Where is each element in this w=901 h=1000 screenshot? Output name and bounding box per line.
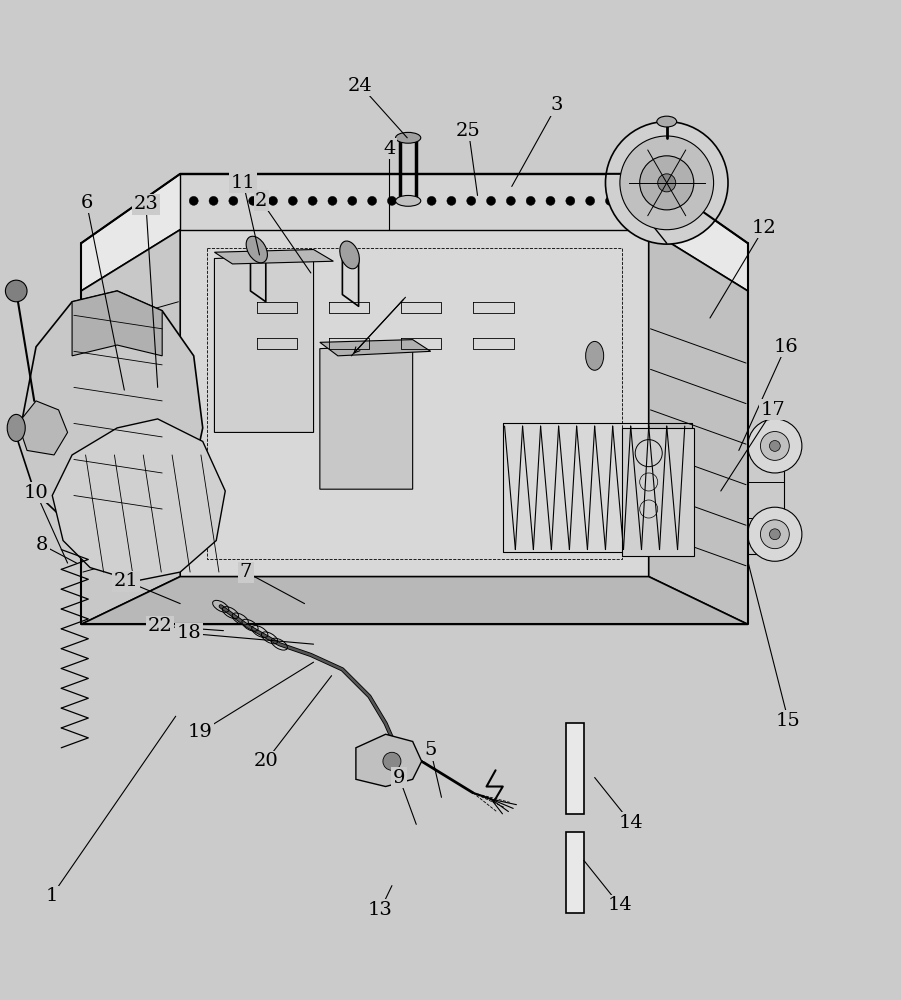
Polygon shape (18, 291, 203, 541)
Circle shape (427, 196, 436, 205)
Text: 5: 5 (424, 741, 437, 759)
Circle shape (760, 520, 789, 549)
Text: 14: 14 (618, 814, 643, 832)
Text: 1: 1 (45, 887, 58, 905)
Text: 21: 21 (114, 572, 139, 590)
Polygon shape (320, 340, 431, 356)
Circle shape (625, 196, 634, 205)
Ellipse shape (657, 116, 677, 127)
Circle shape (348, 196, 357, 205)
Polygon shape (81, 577, 748, 624)
Text: 16: 16 (773, 338, 798, 356)
Text: 17: 17 (760, 401, 786, 419)
Circle shape (658, 174, 676, 192)
Polygon shape (180, 174, 649, 230)
Circle shape (447, 196, 456, 205)
Text: 11: 11 (231, 174, 256, 192)
Text: 22: 22 (148, 617, 173, 635)
Text: 13: 13 (368, 901, 393, 919)
Circle shape (268, 196, 278, 205)
Circle shape (229, 196, 238, 205)
Polygon shape (356, 734, 422, 787)
Circle shape (189, 196, 198, 205)
Text: 24: 24 (348, 77, 373, 95)
Circle shape (308, 196, 317, 205)
Text: 8: 8 (36, 536, 49, 554)
Circle shape (605, 196, 614, 205)
Text: 23: 23 (133, 195, 159, 213)
Polygon shape (566, 723, 584, 814)
Text: 20: 20 (253, 752, 278, 770)
Circle shape (249, 196, 258, 205)
Circle shape (769, 529, 780, 540)
Circle shape (467, 196, 476, 205)
Circle shape (748, 507, 802, 561)
Text: 12: 12 (751, 219, 777, 237)
Polygon shape (72, 291, 162, 356)
Polygon shape (320, 345, 413, 489)
Text: 19: 19 (187, 723, 213, 741)
Ellipse shape (340, 241, 359, 269)
Circle shape (566, 196, 575, 205)
Text: 15: 15 (776, 712, 801, 730)
Text: 6: 6 (80, 194, 93, 212)
Text: 2: 2 (255, 192, 268, 210)
Polygon shape (622, 428, 694, 556)
Polygon shape (180, 230, 649, 577)
Polygon shape (18, 401, 68, 455)
Circle shape (487, 196, 496, 205)
Polygon shape (81, 230, 180, 624)
Polygon shape (214, 255, 314, 432)
Text: 14: 14 (607, 896, 633, 914)
Circle shape (769, 441, 780, 451)
Circle shape (328, 196, 337, 205)
Circle shape (506, 196, 515, 205)
Circle shape (748, 419, 802, 473)
Circle shape (760, 432, 789, 460)
Ellipse shape (246, 236, 268, 263)
Circle shape (368, 196, 377, 205)
Ellipse shape (396, 195, 421, 206)
Circle shape (5, 280, 27, 302)
Ellipse shape (7, 414, 25, 441)
Text: 9: 9 (393, 769, 405, 787)
Circle shape (620, 136, 714, 230)
Text: 18: 18 (177, 624, 202, 642)
Text: 3: 3 (551, 96, 563, 114)
Polygon shape (649, 230, 748, 624)
Text: 25: 25 (456, 122, 481, 140)
Text: 4: 4 (383, 140, 396, 158)
Circle shape (586, 196, 595, 205)
Circle shape (383, 752, 401, 770)
Circle shape (407, 196, 416, 205)
Text: 10: 10 (23, 484, 49, 502)
Circle shape (526, 196, 535, 205)
Text: 7: 7 (240, 563, 252, 581)
Circle shape (546, 196, 555, 205)
Polygon shape (52, 419, 225, 581)
Circle shape (209, 196, 218, 205)
Circle shape (288, 196, 297, 205)
Circle shape (387, 196, 396, 205)
Ellipse shape (586, 341, 604, 370)
Circle shape (605, 122, 728, 244)
Circle shape (640, 156, 694, 210)
Ellipse shape (396, 132, 421, 143)
Polygon shape (214, 250, 333, 264)
Polygon shape (81, 174, 748, 291)
Polygon shape (566, 832, 584, 913)
